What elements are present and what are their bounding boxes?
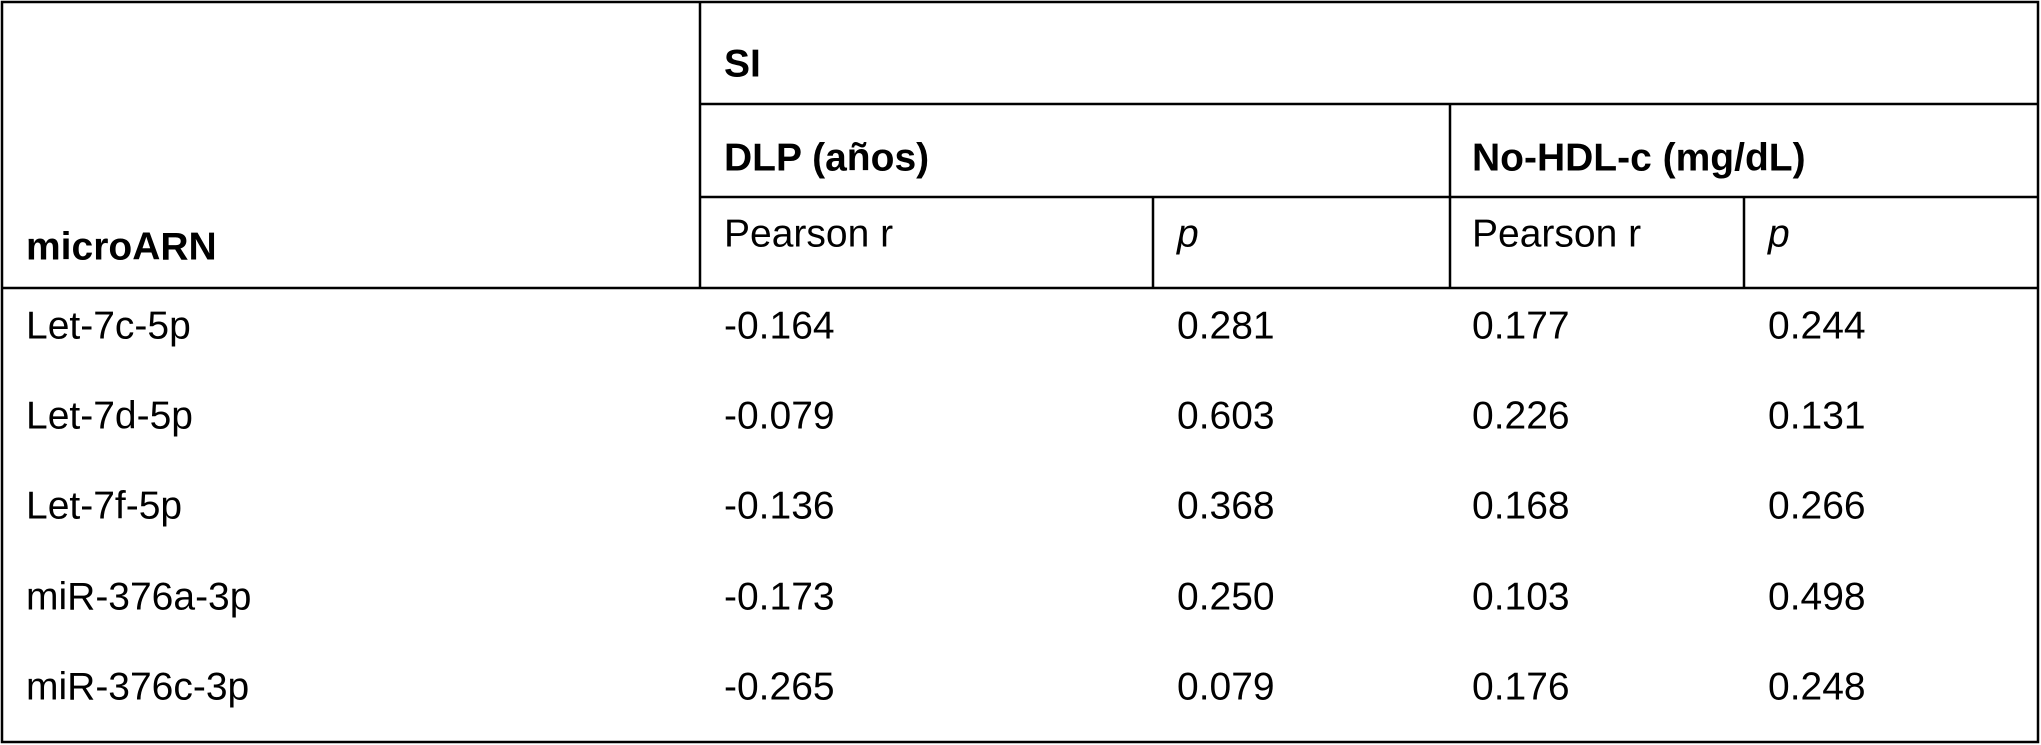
cell: 0.177 (1472, 304, 1570, 347)
cell: -0.164 (724, 304, 835, 347)
column-header: Pearson r (1472, 212, 1641, 255)
cell: 0.079 (1177, 665, 1275, 708)
column-header: p (1176, 212, 1199, 255)
cell: 0.103 (1472, 575, 1570, 618)
row-label: Let-7c-5p (26, 304, 191, 347)
cell: -0.265 (724, 665, 835, 708)
table: SI DLP (años) No-HDL-c (mg/dL) microARN P… (0, 0, 2041, 745)
subgroup-header: No-HDL-c (mg/dL) (1472, 136, 1806, 179)
row-label: miR-376a-3p (26, 575, 251, 618)
cell: 0.498 (1768, 575, 1866, 618)
cell: 0.168 (1472, 484, 1570, 527)
cell: 0.603 (1177, 394, 1275, 437)
cell: 0.131 (1768, 394, 1866, 437)
cell: 0.248 (1768, 665, 1866, 708)
group-header: SI (724, 42, 761, 85)
column-header: microARN (26, 225, 217, 268)
column-header: Pearson r (724, 212, 893, 255)
cell: 0.281 (1177, 304, 1275, 347)
cell: -0.079 (724, 394, 835, 437)
row-label: miR-376c-3p (26, 665, 249, 708)
cell: -0.173 (724, 575, 835, 618)
cell: 0.226 (1472, 394, 1570, 437)
cell: 0.368 (1177, 484, 1275, 527)
table-border (2, 2, 2038, 742)
cell: 0.176 (1472, 665, 1570, 708)
subgroup-header: DLP (años) (724, 136, 929, 179)
cell: 0.244 (1768, 304, 1866, 347)
cell: -0.136 (724, 484, 835, 527)
column-header: p (1767, 212, 1790, 255)
row-label: Let-7f-5p (26, 484, 182, 527)
cell: 0.266 (1768, 484, 1866, 527)
cell: 0.250 (1177, 575, 1275, 618)
row-label: Let-7d-5p (26, 394, 193, 437)
